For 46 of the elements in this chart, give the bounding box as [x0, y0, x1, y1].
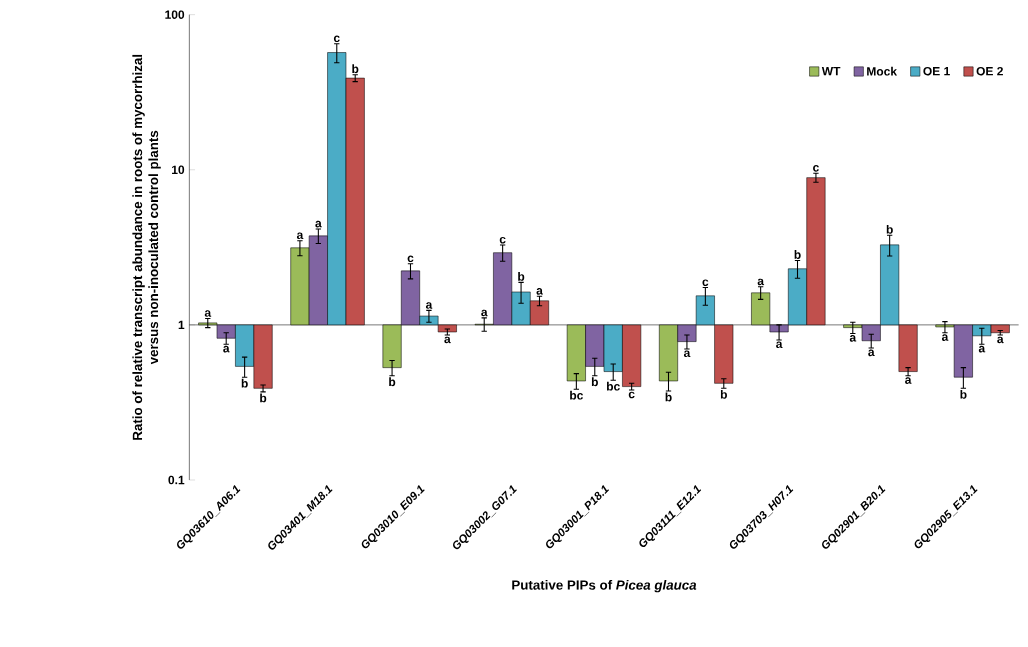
legend-label: OE 1 — [923, 67, 950, 76]
legend-label: OE 2 — [976, 67, 1003, 76]
annotation: b — [241, 378, 248, 388]
annotation: c — [333, 35, 340, 43]
annotation: a — [776, 341, 783, 349]
y-tick-label: 10 — [172, 165, 185, 175]
annotation: a — [905, 377, 912, 385]
annotation: b — [960, 390, 967, 399]
annotation: a — [204, 310, 212, 318]
y-tick-label: 0.1 — [168, 475, 185, 485]
legend-label: WT — [821, 67, 841, 76]
annotation: c — [702, 279, 709, 287]
annotation: a — [425, 302, 433, 309]
annotation: b — [886, 225, 893, 234]
annotation: a — [315, 221, 322, 228]
y-axis-title: Ratio of relative transcript abundance in roots of mycorrhizal versus non-inoculated control plants — [132, 55, 161, 440]
annotation: a — [868, 349, 875, 357]
annotation: b — [389, 377, 396, 387]
annotation: bc — [570, 390, 583, 400]
annotation: c — [813, 165, 819, 172]
annotation: b — [665, 392, 672, 402]
annotation: a — [481, 309, 488, 317]
annotation: a — [941, 334, 949, 342]
annotation: a — [296, 232, 304, 240]
annotation: a — [223, 346, 230, 353]
x-axis-title: Putative PIPs of Picea glauca — [512, 580, 697, 593]
annotation: a — [536, 288, 543, 295]
annotation: b — [794, 250, 801, 260]
annotation: b — [720, 390, 727, 399]
annotation: a — [757, 278, 765, 286]
annotation: bc — [607, 381, 620, 391]
annotation: a — [978, 346, 986, 353]
annotation: b — [352, 64, 359, 74]
annotation: c — [499, 237, 506, 244]
y-tick-label: 1 — [178, 320, 185, 330]
annotation: a — [444, 336, 451, 344]
annotation: b — [591, 377, 598, 387]
annotation: a — [849, 335, 857, 342]
annotation: c — [628, 391, 635, 399]
annotation: a — [997, 336, 1004, 344]
annotation: c — [407, 255, 414, 263]
y-tick-label: 100 — [165, 10, 185, 20]
legend-label: Mock — [867, 66, 898, 76]
annotation: a — [683, 350, 691, 358]
annotation: b — [260, 393, 267, 403]
annotation: b — [518, 272, 525, 281]
